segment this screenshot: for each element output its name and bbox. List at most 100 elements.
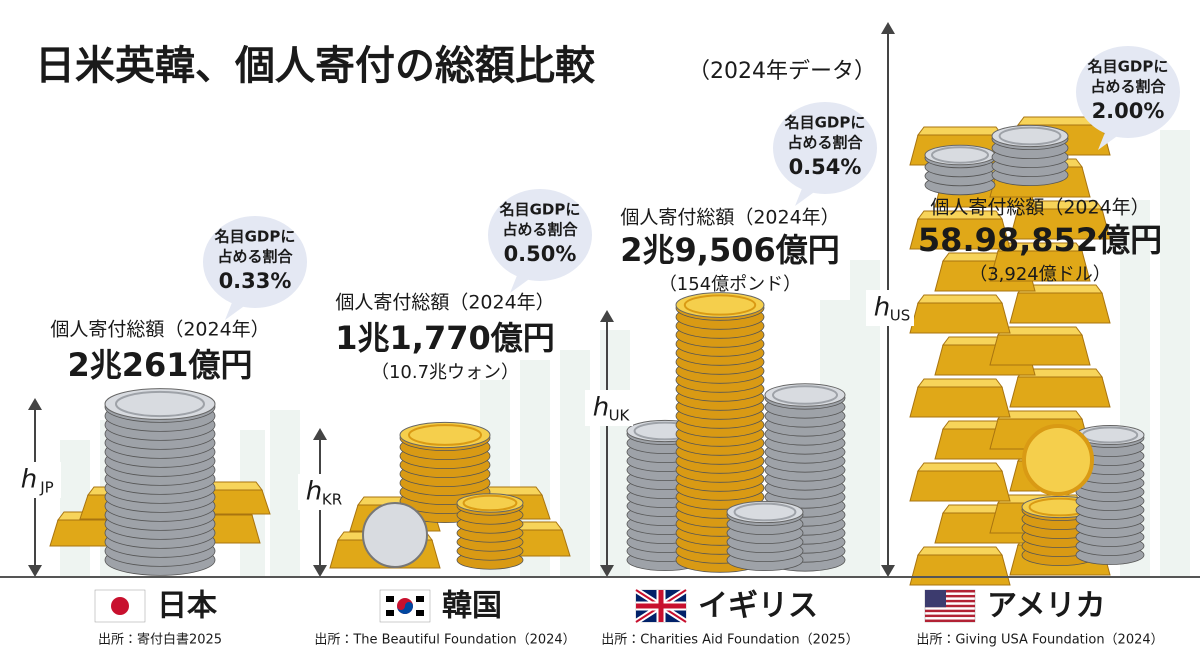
gdp-share: 0.33% [219,269,292,293]
flag-trigram [386,610,394,616]
flag-stripe [925,604,975,608]
flag-cross [636,590,686,622]
bg-bar [600,330,630,577]
gold-bar-top [917,546,1003,556]
height-label: h [306,477,322,507]
gold-bar [909,554,1011,586]
flag-disc [111,597,129,615]
source: 出所：Charities Aid Foundation（2025） [601,633,858,648]
gdp-bubble-text: 占める割合 [1090,78,1166,96]
flag-stripe [925,594,975,598]
gdp-bubble-text: 占める割合 [787,134,863,152]
gdp-bubble-text: 占める割合 [217,248,293,266]
gdp-bubble-text: 占める割合 [502,221,578,239]
flag-stripe [925,590,975,593]
illustrations [49,116,1145,586]
flag-trigram [416,596,424,602]
donation-amount: 2兆261億円 [67,346,252,384]
bg-bar [1160,130,1190,577]
gdp-bubble-text: 名目GDPに [499,201,581,219]
coin-top [764,383,846,407]
gdp-bubble-text: 名目GDPに [214,228,296,246]
height-label-sub: KR [322,491,342,509]
gdp-bubble [1076,46,1180,138]
height-label-bg [13,462,61,498]
gold-bar [909,470,1011,502]
gold-bar-top [917,126,1003,136]
donation-label: 個人寄付総額（2024年） [930,197,1149,219]
gdp-bubble-text: 名目GDPに [784,114,866,132]
gold-bar-top [997,326,1083,336]
coin-rim [733,502,797,522]
coin-top [399,421,491,449]
height-label-bg [866,290,914,326]
gold-bar [1009,292,1111,324]
country-name: アメリカ [987,589,1106,624]
gold-bar-top [917,462,1003,472]
height-label-bg [585,390,633,426]
donation-label: 個人寄付総額（2024年） [335,292,554,314]
donation-amount: 2兆9,506億円 [620,231,840,269]
country-name: 日本 [157,589,218,624]
flag-trigram [416,610,424,616]
coin-rim [931,146,989,164]
coin-rim [115,390,205,418]
gold-bar-top [917,294,1003,304]
height-label-sub: UK [609,407,631,425]
height-label: h [874,293,890,323]
coin-rim [998,126,1062,146]
currency-conversion: （10.7兆ウォン） [371,362,519,383]
gold-bar-top [917,378,1003,388]
flag-canton [925,590,946,608]
coin-top [456,493,524,513]
gold-bar-top [917,210,1003,220]
source: 出所：The Beautiful Foundation（2024） [314,633,575,648]
country-column: 個人寄付総額（2024年） 1兆1,770億円 （10.7兆ウォン） 名目GDPに占め… [298,189,592,648]
coin-rim [408,424,482,446]
height-label: h [593,393,609,423]
title: 日米英韓、個人寄付の総額比較 [35,43,596,89]
flag-disc [397,602,413,614]
donation-amount: 1兆1,770億円 [335,319,555,357]
gdp-share: 0.54% [789,155,862,179]
coin-top [675,292,765,318]
country-column: 個人寄付総額（2024年）2兆9,506億円 （154億ポンド） 名目GDPに占める… [585,102,877,648]
donation-label: 個人寄付総額（2024年） [50,319,269,341]
flag-trigram [386,596,394,602]
coin-rim [683,294,757,316]
donation-amount: 58.98,852億円 [918,221,1162,259]
flag-stripe [925,614,975,618]
gdp-bubble [203,216,307,308]
height-label-sub: US [890,307,911,325]
coin-face [1022,424,1094,496]
coin-top [726,500,804,524]
height-label: h [21,465,37,495]
country-name: イギリス [698,589,818,624]
height-label-bg [298,474,346,510]
gold-bar [909,386,1011,418]
gdp-share: 2.00% [1092,99,1165,123]
donation-label: 個人寄付総額（2024年） [620,207,839,229]
subtitle: （2024年データ） [688,59,876,84]
coin-rim [462,494,518,512]
coin-face [362,502,428,568]
gdp-bubble-text: 名目GDPに [1087,58,1169,76]
country-column: 個人寄付総額（2024年）58.98,852億円 （3,924億ドル） 名目GDPに… [866,22,1180,648]
gold-bar-top [997,410,1083,420]
flag-stripe [925,599,975,603]
coin-top [104,388,216,420]
bg-bar [270,410,300,577]
source: 出所：寄付白書2025 [98,632,222,648]
gdp-share: 0.50% [504,242,577,266]
currency-conversion: （3,924億ドル） [969,264,1111,285]
currency-conversion: （154億ポンド） [659,274,801,295]
country-name: 韓国 [442,589,502,624]
gdp-bubble [488,189,592,281]
gdp-bubble [773,102,877,194]
flag-stripe [925,619,975,622]
source: 出所：Giving USA Foundation（2024） [916,633,1163,648]
height-label-sub: JP [39,479,53,497]
